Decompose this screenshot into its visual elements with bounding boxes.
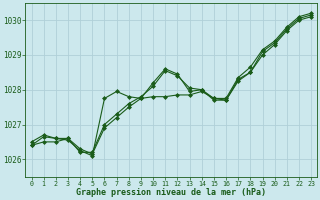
X-axis label: Graphe pression niveau de la mer (hPa): Graphe pression niveau de la mer (hPa) bbox=[76, 188, 266, 197]
